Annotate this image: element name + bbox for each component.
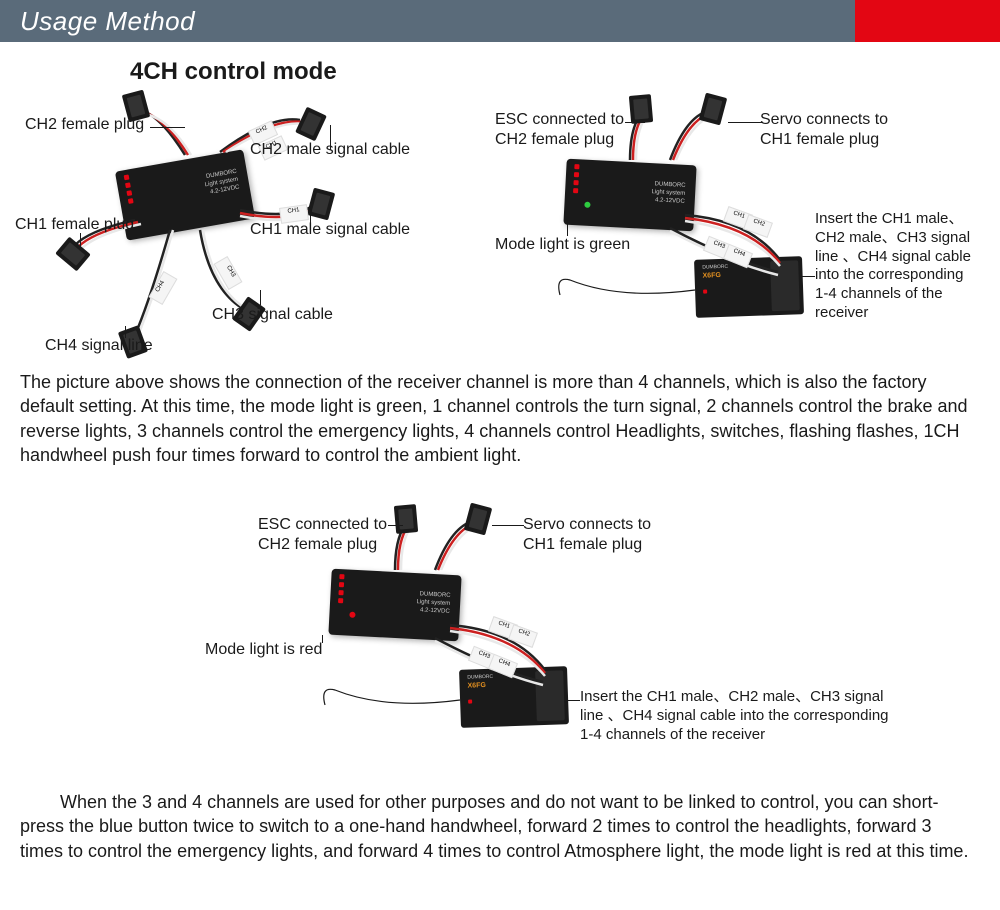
header-bar: Usage Method — [0, 0, 1000, 42]
label-insert-2: Insert the CH1 male、 CH2 male、CH3 signal… — [815, 210, 971, 323]
subtitle: 4CH control mode — [130, 58, 337, 86]
paragraph-2: When the 3 and 4 channels are used for o… — [0, 790, 990, 863]
label-ch2-female: CH2 female plug — [25, 115, 144, 135]
label-servo-3: Servo connects to CH1 female plug — [523, 515, 651, 555]
label-ch1-female: CH1 female plug — [15, 215, 134, 235]
label-ch1-male: CH1 male signal cable — [250, 220, 410, 240]
plug-esc-3 — [394, 504, 418, 534]
label-ch3-signal: CH3 signal cable — [212, 305, 333, 325]
label-esc-2: ESC connected to CH2 female plug — [495, 110, 624, 150]
label-mode-red: Mode light is red — [205, 640, 322, 660]
label-mode-green: Mode light is green — [495, 235, 630, 255]
paragraph-1: The picture above shows the connection o… — [0, 370, 990, 467]
plug-esc-2 — [629, 94, 653, 124]
label-servo-2: Servo connects to CH1 female plug — [760, 110, 888, 150]
label-insert-3: Insert the CH1 male、CH2 male、CH3 signal … — [580, 688, 889, 744]
label-esc-3: ESC connected to CH2 female plug — [258, 515, 387, 555]
header-accent — [855, 0, 1000, 42]
header-title: Usage Method — [0, 0, 1000, 37]
label-ch4-signal: CH4 signal line — [45, 336, 153, 356]
